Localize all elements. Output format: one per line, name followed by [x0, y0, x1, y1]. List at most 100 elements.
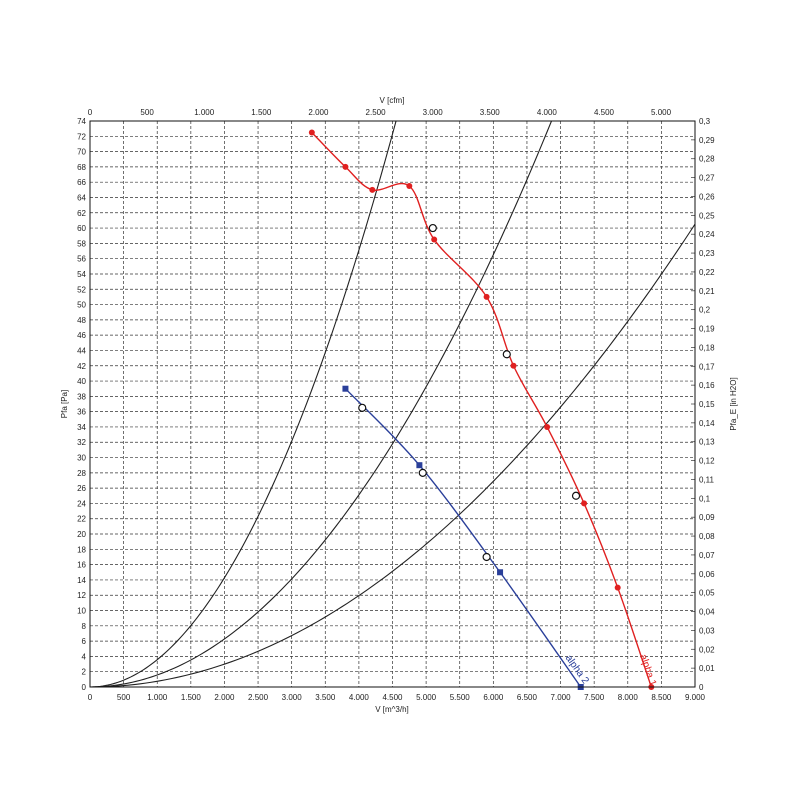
y-left-tick-label: 24 [77, 499, 86, 508]
y-right-tick-label: 0,21 [699, 287, 715, 296]
data-point [308, 129, 315, 136]
y-left-tick-label: 56 [77, 255, 86, 264]
y-right-tick-label: 0,27 [699, 174, 715, 183]
x-bottom-tick-label: 2.500 [248, 693, 269, 702]
series-label: alpha 1 [637, 653, 658, 688]
x-bottom-tick-label: 500 [117, 693, 131, 702]
y-right-tick-label: 0,01 [699, 664, 715, 673]
x-top-tick-label: 3.000 [423, 108, 444, 117]
x-bottom-tick-label: 7.500 [584, 693, 605, 702]
operating-point [418, 468, 427, 477]
y-left-tick-label: 48 [77, 316, 86, 325]
y-right-tick-label: 0,14 [699, 419, 715, 428]
x-bottom-tick-label: 3.000 [282, 693, 303, 702]
x-top-tick-label: 1.000 [194, 108, 215, 117]
y-left-tick-label: 60 [77, 224, 86, 233]
y-right-tick-label: 0,2 [699, 306, 711, 315]
x-bottom-tick-label: 5.500 [450, 693, 471, 702]
y-right-tick-label: 0,04 [699, 608, 715, 617]
y-left-tick-label: 18 [77, 545, 86, 554]
x-bottom-tick-label: 8.500 [651, 693, 672, 702]
y-left-tick-label: 14 [77, 576, 86, 585]
y-left-axis-title: Pfa [Pa] [60, 390, 69, 418]
data-point [483, 293, 490, 300]
tick-labels: 0 500 1.000 1.500 2.000 2.500 3.000 3.500 4.000 4… [77, 108, 715, 702]
y-left-tick-label: 10 [77, 607, 86, 616]
y-right-axis-title: Pfa_E [in H2O] [729, 377, 738, 430]
y-left-tick-label: 62 [77, 209, 86, 218]
data-point [342, 163, 349, 170]
operating-points [358, 223, 581, 562]
y-left-tick-label: 8 [82, 622, 87, 631]
y-left-tick-label: 6 [82, 637, 87, 646]
y-left-tick-label: 54 [77, 270, 86, 279]
y-right-tick-label: 0,15 [699, 400, 715, 409]
y-right-tick-label: 0,12 [699, 457, 715, 466]
x-bottom-axis-title: V [m^3/h] [375, 705, 409, 714]
y-left-tick-label: 30 [77, 454, 86, 463]
grid [90, 121, 695, 687]
operating-point [571, 491, 581, 500]
x-top-tick-label: 2.500 [366, 108, 387, 117]
y-left-tick-label: 38 [77, 392, 86, 401]
x-bottom-tick-label: 8.000 [618, 693, 639, 702]
y-right-tick-label: 0,28 [699, 155, 715, 164]
data-point [342, 385, 349, 392]
data-point [416, 462, 423, 469]
data-point [544, 423, 551, 430]
y-right-tick-label: 0,26 [699, 192, 715, 201]
system-curve-2 [89, 120, 553, 688]
y-left-tick-label: 2 [82, 668, 87, 677]
y-left-tick-label: 72 [77, 132, 86, 141]
series-2: alpha 2 [342, 385, 591, 690]
y-left-tick-label: 12 [77, 591, 86, 600]
y-left-tick-label: 26 [77, 484, 86, 493]
y-left-tick-label: 40 [77, 377, 86, 386]
y-left-tick-label: 70 [77, 148, 86, 157]
y-right-tick-label: 0,06 [699, 570, 715, 579]
y-left-tick-label: 46 [77, 331, 86, 340]
y-right-tick-label: 0,02 [699, 645, 715, 654]
y-right-tick-label: 0,03 [699, 626, 715, 635]
x-bottom-tick-label: 1.000 [147, 693, 168, 702]
x-bottom-tick-label: 7.000 [551, 693, 572, 702]
data-point [510, 362, 517, 369]
x-bottom-tick-label: 3.500 [315, 693, 336, 702]
y-left-tick-label: 22 [77, 515, 86, 524]
y-left-tick-label: 42 [77, 362, 86, 371]
x-top-tick-label: 1.500 [251, 108, 272, 117]
y-right-tick-label: 0,09 [699, 513, 715, 522]
x-bottom-tick-label: 6.000 [483, 693, 504, 702]
y-left-tick-label: 52 [77, 285, 86, 294]
x-bottom-tick-label: 9.000 [685, 693, 706, 702]
y-right-tick-label: 0,1 [699, 494, 711, 503]
y-right-tick-label: 0,08 [699, 532, 715, 541]
y-left-tick-label: 36 [77, 408, 86, 417]
y-left-tick-label: 50 [77, 301, 86, 310]
y-left-tick-label: 0 [82, 683, 87, 692]
y-right-tick-label: 0,19 [699, 325, 715, 334]
y-right-tick-label: 0,05 [699, 589, 715, 598]
y-right-tick-label: 0,07 [699, 551, 715, 560]
y-right-tick-label: 0,17 [699, 362, 715, 371]
y-left-tick-label: 28 [77, 469, 86, 478]
y-right-tick-label: 0,16 [699, 381, 715, 390]
x-bottom-tick-label: 5.000 [416, 693, 437, 702]
data-point [369, 186, 376, 193]
y-left-tick-label: 44 [77, 346, 86, 355]
y-left-tick-label: 20 [77, 530, 86, 539]
y-left-tick-label: 58 [77, 239, 86, 248]
y-right-tick-label: 0,11 [699, 475, 715, 484]
data-point [497, 569, 504, 576]
x-top-tick-label: 4.500 [594, 108, 615, 117]
x-bottom-tick-label: 1.500 [181, 693, 202, 702]
x-bottom-tick-label: 2.000 [214, 693, 235, 702]
y-left-tick-label: 4 [82, 652, 87, 661]
x-bottom-tick-label: 4.500 [382, 693, 403, 702]
x-top-tick-label: 5.000 [651, 108, 672, 117]
y-right-tick-label: 0,25 [699, 211, 715, 220]
y-left-tick-label: 66 [77, 178, 86, 187]
x-bottom-tick-label: 0 [88, 693, 93, 702]
data-point [581, 500, 588, 507]
